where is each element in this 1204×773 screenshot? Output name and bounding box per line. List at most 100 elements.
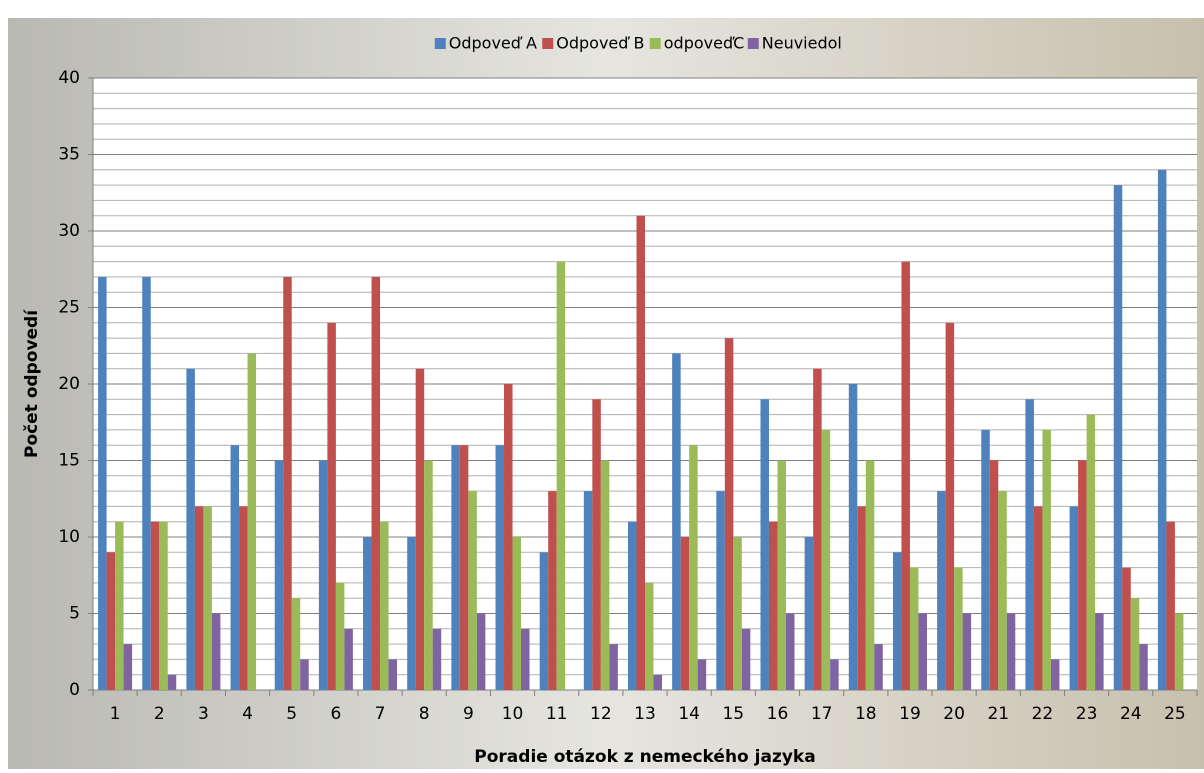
bar: [274, 460, 284, 690]
x-tick-label: 1: [110, 704, 121, 724]
bar: [521, 628, 530, 690]
legend-label: Odpoveď A: [449, 34, 537, 53]
bar: [1042, 429, 1051, 690]
bar: [804, 537, 814, 690]
legend-swatch: [542, 38, 554, 49]
y-axis-label: Počet odpovedí: [22, 309, 42, 458]
bar: [106, 552, 116, 690]
bar: [407, 537, 416, 690]
bar: [548, 491, 557, 690]
bar: [230, 445, 240, 690]
bar: [697, 659, 707, 690]
bar: [653, 674, 662, 690]
bar: [1025, 399, 1034, 690]
y-tick-label: 30: [58, 221, 80, 241]
x-tick-label: 4: [242, 704, 253, 724]
x-tick-label: 11: [546, 704, 568, 724]
bar: [159, 521, 168, 690]
legend-swatch: [434, 38, 446, 49]
bar: [1157, 169, 1167, 691]
bar: [468, 491, 477, 690]
bar: [962, 613, 972, 690]
bar: [583, 491, 593, 690]
bar: [874, 644, 883, 690]
bar: [716, 491, 725, 690]
bar: [344, 628, 353, 690]
bar: [813, 368, 822, 690]
bar: [239, 506, 248, 690]
bar: [363, 537, 372, 690]
bar: [504, 384, 513, 690]
bar: [1050, 659, 1060, 690]
x-tick-label: 13: [634, 704, 656, 724]
bar: [1033, 506, 1043, 690]
bar: [989, 460, 999, 690]
bar: [186, 368, 195, 690]
bar: [600, 460, 610, 690]
bar: [741, 628, 751, 690]
bar: [539, 552, 549, 690]
bar: [1078, 460, 1087, 690]
bar: [291, 598, 301, 690]
legend-swatch: [747, 38, 759, 49]
bar: [680, 537, 690, 690]
bar: [645, 582, 654, 690]
bar: [327, 322, 336, 690]
bar: [424, 460, 433, 690]
bar: [556, 261, 566, 690]
bar: [724, 338, 734, 690]
bar: [865, 460, 875, 690]
x-tick-label: 3: [198, 704, 209, 724]
bar: [1006, 613, 1016, 690]
bar: [512, 537, 522, 690]
bar: [609, 644, 618, 690]
bar: [300, 659, 309, 690]
bar: [167, 674, 177, 690]
bar: [247, 353, 257, 690]
bar: [636, 215, 645, 690]
bar: [335, 582, 345, 690]
bar: [1113, 185, 1123, 690]
bar: [1166, 521, 1175, 690]
bar: [628, 521, 637, 690]
bar: [451, 445, 460, 690]
x-tick-label: 21: [987, 704, 1009, 724]
bar: [768, 521, 778, 690]
y-tick-label: 20: [58, 374, 80, 394]
bar: [211, 613, 221, 690]
x-tick-label: 6: [330, 704, 341, 724]
bar: [892, 552, 902, 690]
bar: [150, 521, 160, 690]
bar: [380, 521, 389, 690]
bar: [672, 353, 681, 690]
bar: [283, 276, 292, 690]
bar: [495, 445, 505, 690]
bar: [1139, 644, 1148, 690]
bar: [142, 276, 151, 690]
bar: [848, 384, 858, 690]
y-tick-label: 35: [58, 145, 80, 165]
bar: [318, 460, 328, 690]
bar: [371, 276, 381, 690]
bar: [777, 460, 786, 690]
bar: [388, 659, 398, 690]
x-tick-label: 8: [419, 704, 430, 724]
bar: [937, 491, 946, 690]
x-tick-label: 15: [722, 704, 744, 724]
x-tick-label: 20: [943, 704, 965, 724]
x-tick-label: 24: [1120, 704, 1142, 724]
y-tick-label: 0: [69, 680, 80, 700]
bar: [981, 429, 990, 690]
bar: [909, 567, 919, 690]
legend-label: Neuviedol: [762, 34, 842, 53]
x-tick-label: 14: [678, 704, 700, 724]
legend-label: odpoveďC: [664, 34, 745, 53]
bar: [1174, 613, 1184, 690]
y-tick-label: 40: [58, 68, 80, 88]
bar: [785, 613, 795, 690]
bar: [123, 644, 133, 690]
y-tick-label: 25: [58, 298, 80, 318]
bar: [998, 491, 1007, 690]
bar: [459, 445, 469, 690]
bar: [415, 368, 425, 690]
